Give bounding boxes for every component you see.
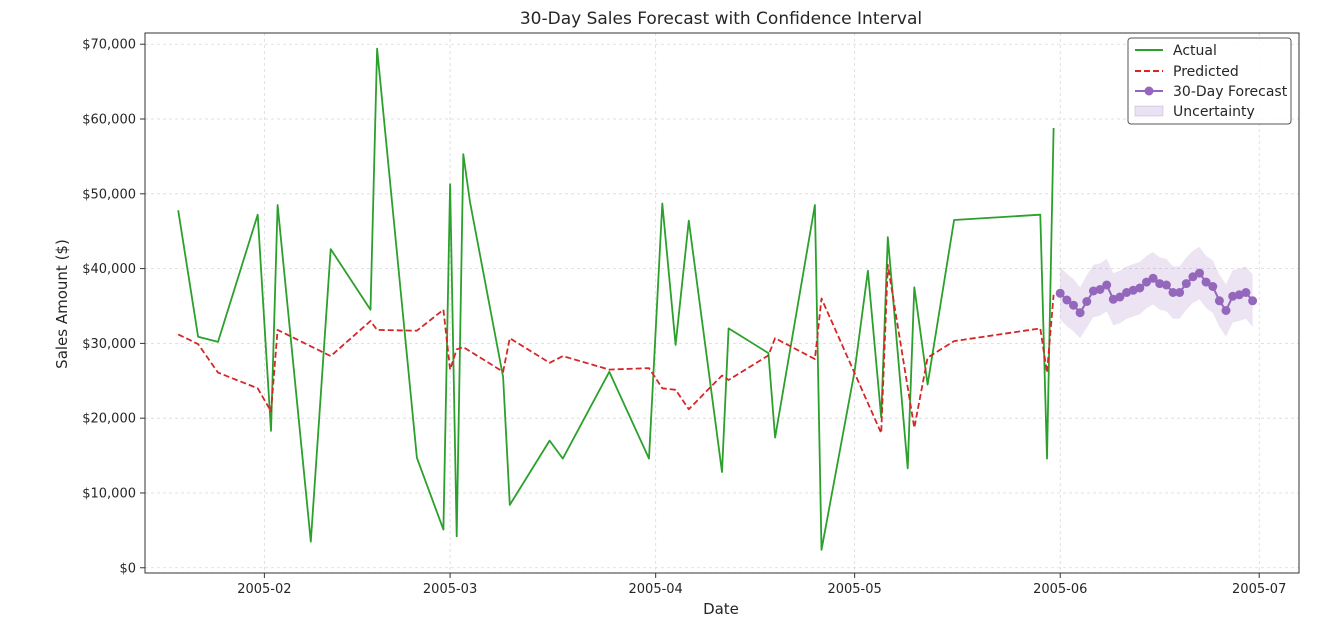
y-tick-label: $40,000 bbox=[82, 262, 136, 277]
forecast-point bbox=[1082, 297, 1092, 306]
x-axis-label: Date bbox=[703, 600, 739, 618]
forecast-point bbox=[1208, 282, 1218, 291]
y-tick-label: $0 bbox=[119, 561, 136, 576]
forecast-point bbox=[1241, 288, 1251, 297]
forecast-point bbox=[1135, 283, 1145, 293]
legend-swatch-uncertainty bbox=[1134, 105, 1164, 117]
forecast-point bbox=[1115, 292, 1125, 302]
forecast-point bbox=[1075, 308, 1085, 318]
legend: Actual Predicted 30-Day Forecast Uncerta… bbox=[1127, 37, 1292, 125]
x-tick-label: 2005-02 bbox=[237, 582, 291, 597]
forecast-point bbox=[1142, 277, 1151, 287]
forecast-point bbox=[1181, 279, 1191, 289]
predicted-line bbox=[177, 263, 1055, 435]
forecast-point bbox=[1062, 295, 1072, 305]
y-tick-label: $20,000 bbox=[82, 412, 136, 427]
chart-title: 30-Day Sales Forecast with Confidence In… bbox=[520, 9, 922, 29]
x-tick-label: 2005-06 bbox=[1033, 582, 1087, 597]
uncertainty-band-layer bbox=[1060, 246, 1253, 339]
y-tick-label: $30,000 bbox=[82, 337, 136, 352]
x-axis-ticks: 2005-02 2005-03 2005-04 2005-05 2005-06 2005-… bbox=[237, 573, 1286, 597]
forecast-point bbox=[1069, 300, 1078, 310]
y-tick-label: $70,000 bbox=[82, 38, 136, 53]
forecast-point bbox=[1095, 285, 1105, 294]
legend-label-forecast: 30-Day Forecast bbox=[1173, 84, 1288, 100]
forecast-point bbox=[1248, 296, 1258, 306]
forecast-point bbox=[1221, 306, 1231, 315]
x-tick-label: 2005-04 bbox=[629, 582, 683, 597]
legend-box bbox=[1127, 37, 1292, 125]
forecast-point bbox=[1201, 277, 1211, 287]
x-tick-label: 2005-07 bbox=[1232, 582, 1286, 597]
forecast-point bbox=[1214, 296, 1224, 306]
forecast-point bbox=[1175, 288, 1185, 297]
uncertainty-band bbox=[1060, 246, 1253, 339]
forecast-point bbox=[1155, 279, 1165, 289]
forecast-point bbox=[1188, 272, 1198, 282]
legend-label-predicted: Predicted bbox=[1173, 64, 1239, 80]
forecast-point bbox=[1195, 268, 1204, 278]
forecast-point bbox=[1102, 280, 1112, 290]
y-tick-label: $60,000 bbox=[82, 113, 136, 128]
forecast-point bbox=[1148, 273, 1158, 283]
legend-swatch-forecast-marker bbox=[1144, 86, 1154, 96]
y-tick-label: $50,000 bbox=[82, 187, 136, 202]
forecast-point bbox=[1055, 288, 1065, 298]
forecast-point bbox=[1168, 288, 1178, 297]
y-axis-ticks: $0 $10,000 $20,000 $30,000 $40,000 $50,000 $60… bbox=[82, 38, 145, 576]
actual-line bbox=[177, 47, 1055, 551]
series-layer bbox=[177, 47, 1258, 551]
plot-frame bbox=[144, 32, 1300, 574]
x-tick-label: 2005-03 bbox=[423, 582, 477, 597]
legend-label-actual: Actual bbox=[1173, 43, 1217, 59]
y-tick-label: $10,000 bbox=[82, 486, 136, 501]
legend-label-uncertainty: Uncertainty bbox=[1173, 104, 1255, 120]
grid bbox=[145, 33, 1299, 573]
x-tick-label: 2005-05 bbox=[827, 582, 881, 597]
forecast-point bbox=[1161, 280, 1171, 290]
y-axis-label: Sales Amount ($) bbox=[53, 239, 71, 369]
